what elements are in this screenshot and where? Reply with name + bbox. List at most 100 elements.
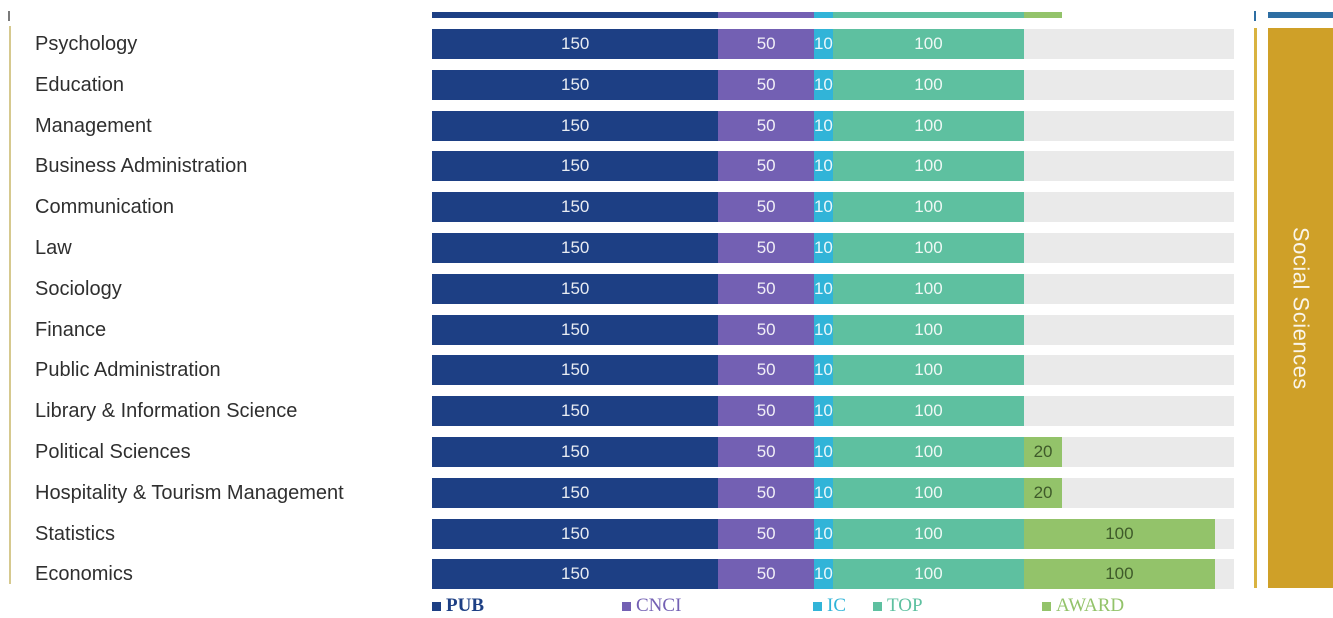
data-label-award-statistics: 100 — [1105, 523, 1134, 543]
data-label-cnci-public-administration: 50 — [756, 360, 776, 380]
category-label-library-information-science: Library & Information Science — [35, 400, 298, 423]
bar-ic-business-administration — [813, 151, 833, 182]
group-label-text: Social Sciences — [1288, 226, 1314, 390]
legend-swatch-top — [873, 601, 882, 611]
data-label-cnci-communication: 50 — [756, 197, 776, 217]
bar-award-political-sciences — [1023, 437, 1063, 467]
divider-top-mark — [1254, 11, 1256, 21]
bar-top-economics — [833, 559, 1024, 590]
bar-award-statistics — [1023, 518, 1215, 549]
bar-cnci-library-information-science — [718, 396, 814, 427]
data-label-top-business-administration: 100 — [914, 156, 943, 176]
data-label-pub-finance: 150 — [561, 319, 590, 339]
data-label-cnci-business-administration: 50 — [756, 156, 776, 176]
data-label-cnci-economics: 50 — [756, 564, 776, 584]
data-label-top-management: 100 — [914, 115, 943, 135]
axis-tick-mark — [8, 11, 10, 21]
data-label-top-hospitality-tourism-management: 100 — [914, 482, 943, 502]
bar-cnci-public-administration — [718, 355, 814, 386]
legend-swatch-cnci — [622, 601, 631, 611]
data-label-cnci-statistics: 50 — [756, 523, 776, 543]
bar-top-public-administration — [833, 355, 1024, 386]
category-label-economics: Economics — [35, 563, 133, 586]
legend-item-ic: IC — [813, 594, 846, 618]
bar-pub-management — [432, 110, 719, 141]
bar-pub-public-administration — [432, 355, 719, 386]
legend-label-pub: PUB — [446, 595, 484, 616]
bar-top-education — [833, 69, 1024, 100]
category-label-statistics: Statistics — [35, 522, 116, 545]
legend-label-award: AWARD — [1056, 595, 1125, 616]
data-label-top-economics: 100 — [914, 564, 943, 584]
bar-pub-hospitality-tourism-management — [432, 477, 719, 508]
category-label-political-sciences: Political Sciences — [35, 441, 191, 463]
bar-top-law — [833, 233, 1024, 263]
data-label-top-sociology: 100 — [914, 278, 943, 298]
category-label-psychology: Psychology — [35, 33, 138, 55]
category-label-sociology: Sociology — [35, 277, 122, 300]
partial-bar-top — [833, 12, 1024, 18]
data-label-award-economics: 100 — [1105, 564, 1134, 584]
data-label-cnci-sociology: 50 — [756, 278, 776, 298]
bar-top-hospitality-tourism-management — [833, 477, 1024, 508]
bar-cnci-business-administration — [718, 151, 814, 182]
data-label-cnci-psychology: 50 — [756, 34, 776, 53]
data-label-top-law: 100 — [914, 238, 943, 257]
category-label-public-administration: Public Administration — [35, 359, 221, 382]
data-label-pub-sociology: 150 — [561, 278, 590, 298]
data-label-ic-public-administration: 10 — [813, 360, 833, 380]
bar-top-political-sciences — [833, 437, 1024, 467]
bar-cnci-psychology — [718, 29, 814, 59]
bar-top-business-administration — [833, 151, 1024, 182]
bar-top-library-information-science — [833, 396, 1024, 427]
data-label-pub-library-information-science: 150 — [561, 401, 590, 421]
bar-ic-sociology — [813, 273, 833, 304]
data-label-ic-law: 10 — [813, 238, 833, 257]
data-label-ic-business-administration: 10 — [813, 156, 833, 176]
data-label-ic-statistics: 10 — [813, 523, 833, 543]
bar-ic-psychology — [813, 29, 833, 59]
data-label-pub-business-administration: 150 — [561, 156, 590, 176]
bar-ic-library-information-science — [813, 396, 833, 427]
bar-ic-hospitality-tourism-management — [813, 477, 833, 508]
bar-ic-education — [813, 69, 833, 100]
data-label-top-library-information-science: 100 — [914, 401, 943, 421]
partial-bar-pub — [432, 12, 719, 18]
legend: PUB CNCI IC TOP AWARD — [0, 594, 1333, 618]
data-label-pub-hospitality-tourism-management: 150 — [561, 482, 590, 502]
data-label-ic-economics: 10 — [813, 564, 833, 584]
data-label-ic-communication: 10 — [813, 197, 833, 217]
group-box — [1268, 28, 1333, 588]
legend-swatch-ic — [813, 601, 822, 611]
bar-pub-psychology — [432, 29, 719, 59]
group-label: Social Sciences — [1268, 28, 1333, 588]
data-label-ic-sociology: 10 — [813, 278, 833, 298]
category-label-communication: Communication — [35, 196, 174, 219]
data-label-top-statistics: 100 — [914, 523, 943, 543]
bar-ic-management — [813, 110, 833, 141]
data-label-top-finance: 100 — [914, 319, 943, 339]
bar-award-hospitality-tourism-management — [1023, 477, 1063, 508]
data-label-cnci-education: 50 — [756, 74, 776, 94]
data-label-cnci-library-information-science: 50 — [756, 401, 776, 421]
data-label-pub-political-sciences: 150 — [561, 442, 590, 461]
data-label-cnci-political-sciences: 50 — [756, 442, 776, 461]
data-label-award-hospitality-tourism-management: 20 — [1033, 482, 1053, 502]
data-label-pub-communication: 150 — [561, 197, 590, 217]
data-label-top-education: 100 — [914, 74, 943, 94]
bar-pub-finance — [432, 314, 719, 345]
legend-item-award: AWARD — [1042, 594, 1124, 618]
data-label-ic-hospitality-tourism-management: 10 — [813, 482, 833, 502]
bar-pub-communication — [432, 192, 719, 223]
bar-top-statistics — [833, 518, 1024, 549]
bar-pub-political-sciences — [432, 437, 719, 467]
legend-label-ic: IC — [827, 595, 846, 616]
legend-item-top: TOP — [873, 594, 923, 618]
category-label-finance: Finance — [35, 318, 107, 341]
category-label-management: Management — [35, 114, 152, 137]
bar-cnci-education — [718, 69, 814, 100]
bar-top-psychology — [833, 29, 1024, 59]
legend-item-cnci: CNCI — [622, 594, 681, 618]
bar-pub-law — [432, 233, 719, 263]
